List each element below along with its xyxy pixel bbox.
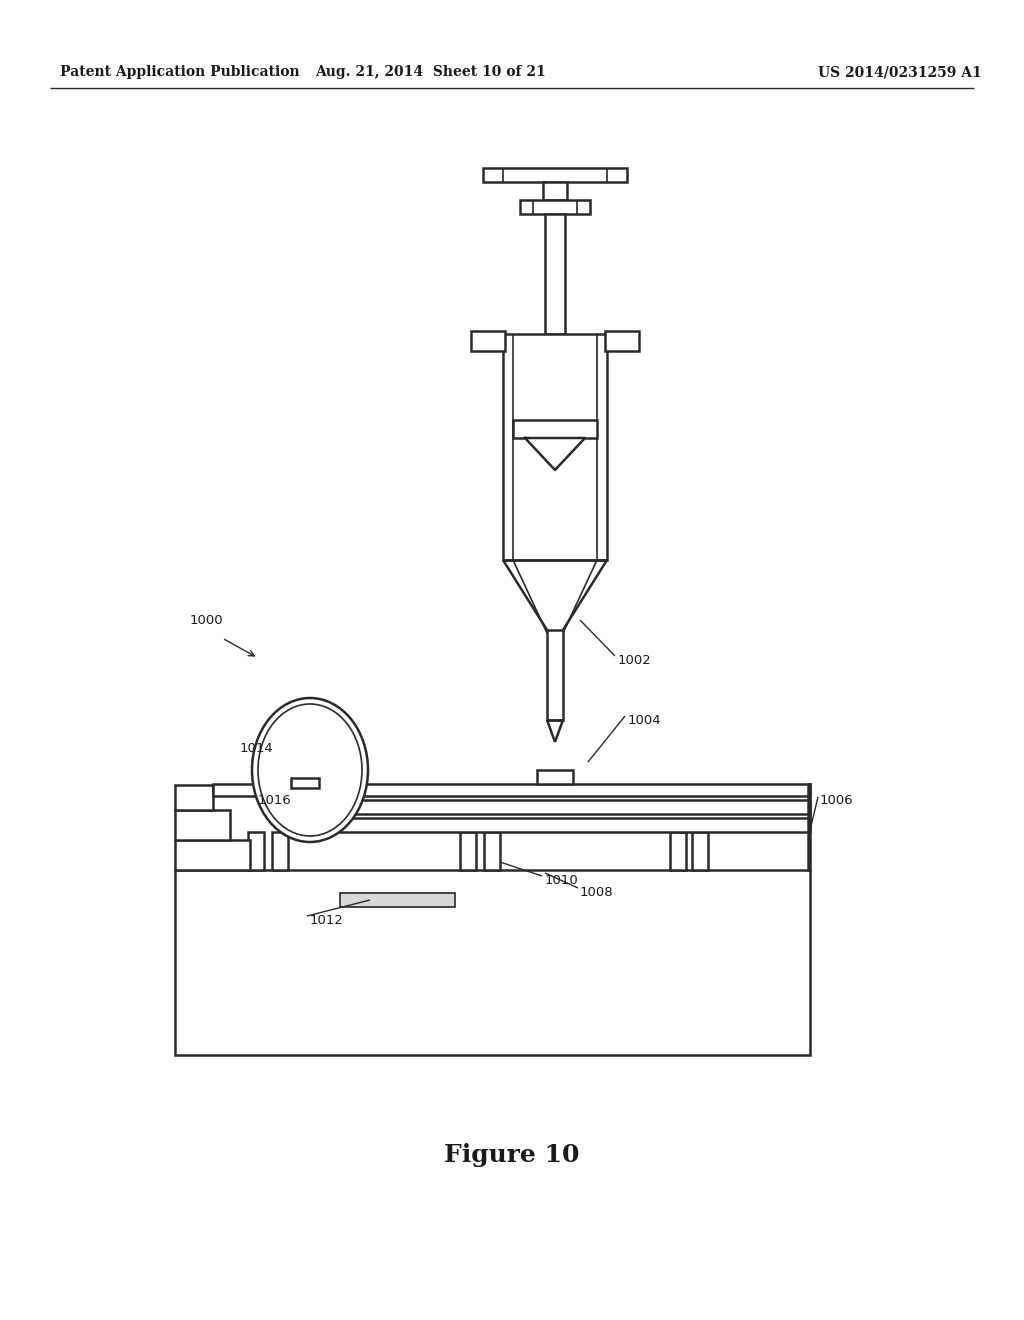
Ellipse shape	[252, 698, 368, 842]
Bar	[692, 832, 708, 870]
Bar	[543, 182, 567, 201]
Text: Aug. 21, 2014  Sheet 10 of 21: Aug. 21, 2014 Sheet 10 of 21	[314, 65, 546, 79]
Bar	[213, 784, 290, 796]
Text: 1012: 1012	[310, 913, 344, 927]
Bar	[471, 331, 505, 351]
Bar	[297, 784, 313, 836]
Bar	[537, 770, 573, 784]
Bar	[175, 870, 810, 1055]
Bar	[272, 832, 288, 870]
Text: US 2014/0231259 A1: US 2014/0231259 A1	[818, 65, 982, 79]
Text: 1010: 1010	[545, 874, 579, 887]
Text: 1004: 1004	[628, 714, 662, 726]
Bar	[808, 784, 810, 870]
Bar	[291, 777, 319, 788]
Bar	[503, 334, 607, 560]
Bar	[460, 832, 476, 870]
Bar	[290, 818, 810, 832]
Polygon shape	[525, 438, 585, 470]
Bar	[670, 832, 686, 870]
Bar	[605, 331, 639, 351]
Bar	[340, 894, 455, 907]
Bar	[175, 810, 230, 840]
Text: 1006: 1006	[820, 793, 854, 807]
Bar	[248, 832, 264, 870]
Bar	[290, 800, 810, 814]
Bar	[483, 168, 627, 182]
Bar	[175, 785, 213, 810]
Text: 1016: 1016	[258, 793, 292, 807]
Text: Figure 10: Figure 10	[444, 1143, 580, 1167]
Text: 1014: 1014	[240, 742, 273, 755]
Bar	[484, 832, 500, 870]
Bar	[547, 630, 563, 719]
Text: 1008: 1008	[580, 886, 613, 899]
Bar	[271, 800, 291, 814]
Bar	[520, 201, 590, 214]
Bar	[280, 784, 292, 814]
Text: 1000: 1000	[190, 614, 223, 627]
Bar	[290, 784, 810, 796]
Bar	[175, 840, 250, 870]
Bar	[545, 214, 565, 334]
Text: 1002: 1002	[618, 653, 651, 667]
Text: Patent Application Publication: Patent Application Publication	[60, 65, 300, 79]
Bar	[513, 420, 597, 438]
